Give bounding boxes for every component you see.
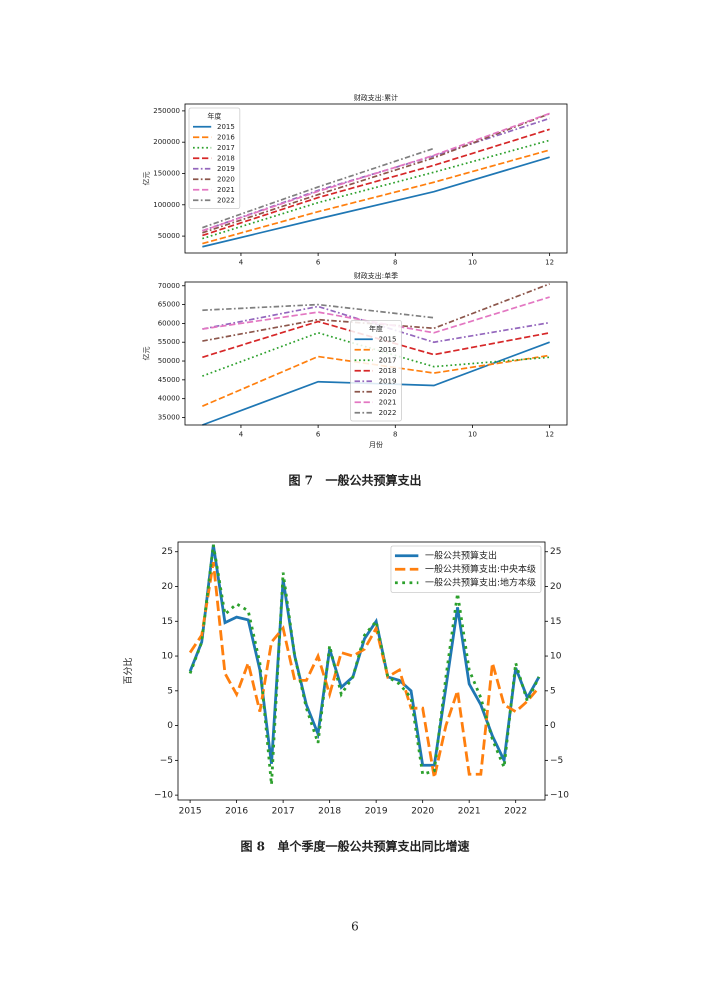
series-line xyxy=(202,128,550,237)
legend-label: 2019 xyxy=(379,377,397,385)
series-line xyxy=(188,561,541,779)
x-tick-label: 6 xyxy=(316,258,321,266)
y2-tick-label: 5 xyxy=(550,686,556,696)
chart-title: 财政支出:单季 xyxy=(354,271,398,280)
legend-label: 2022 xyxy=(217,196,235,204)
y-tick-label: 5 xyxy=(167,686,173,696)
y-tick-label: 150000 xyxy=(153,169,180,177)
legend-box xyxy=(188,107,241,209)
legend-title: 年度 xyxy=(369,324,383,333)
x-tick-label: 6 xyxy=(316,430,321,438)
y2-tick-label: 10 xyxy=(550,652,562,662)
y-tick-label: 200000 xyxy=(153,138,180,146)
series-line xyxy=(202,112,550,232)
y2-tick-label: −10 xyxy=(550,791,569,801)
y-axis-label: 亿元 xyxy=(142,172,151,186)
legend-label: 2019 xyxy=(217,165,235,173)
plot-frame xyxy=(184,103,568,254)
plot-frame xyxy=(177,541,546,801)
legend-label: 2020 xyxy=(379,388,397,396)
legend-label: 2021 xyxy=(379,398,397,406)
legend-label: 2016 xyxy=(217,133,235,141)
legend-label: 2015 xyxy=(217,123,235,131)
y-tick-label: 55000 xyxy=(158,338,180,346)
x-tick-label: 12 xyxy=(545,430,554,438)
legend: 年度 2015 2016 2017 2018 2019 2020 2021 2022 xyxy=(188,107,241,209)
y2-tick-label: 0 xyxy=(550,721,556,731)
x-tick-label: 2017 xyxy=(272,807,295,817)
legend-title: 年度 xyxy=(207,111,221,120)
x-tick-label: 2022 xyxy=(504,807,527,817)
y-tick-label: −10 xyxy=(154,791,173,801)
x-tick-label: 2021 xyxy=(458,807,481,817)
legend-box xyxy=(350,320,402,422)
series-line xyxy=(188,544,541,785)
y-tick-label: 60000 xyxy=(158,319,180,327)
series-line xyxy=(202,156,550,248)
y2-tick-label: −5 xyxy=(550,756,563,766)
y-tick-label: 100000 xyxy=(153,201,180,209)
y-tick-label: 25 xyxy=(162,547,173,557)
x-tick-label: 2015 xyxy=(179,807,202,817)
legend: 年度 2015 2016 2017 2018 2019 2020 2021 2022 xyxy=(350,320,402,422)
y2-tick-label: 25 xyxy=(550,547,561,557)
caption: 图 7 一般公共预算支出 xyxy=(288,473,421,488)
y-tick-label: −5 xyxy=(160,756,173,766)
x-tick-label: 12 xyxy=(545,258,554,266)
series-line xyxy=(202,139,550,240)
x-tick-label: 10 xyxy=(468,430,477,438)
y-tick-label: 65000 xyxy=(158,301,180,309)
series-line xyxy=(202,147,435,229)
legend-label: 一般公共预算支出:中央本级 xyxy=(425,563,536,575)
legend-box xyxy=(390,545,542,593)
caption: 图 8 单个季度一般公共预算支出同比增速 xyxy=(240,839,469,854)
chart-title: 财政支出:累计 xyxy=(354,93,398,102)
legend-label: 2017 xyxy=(379,356,397,364)
page-number: 6 xyxy=(351,920,359,934)
legend-label: 一般公共预算支出:地方本级 xyxy=(425,576,536,588)
legend-label: 2015 xyxy=(379,335,397,343)
series-line xyxy=(202,149,550,245)
plot-frame xyxy=(184,281,568,426)
x-tick-label: 8 xyxy=(393,258,397,266)
legend-label: 2018 xyxy=(379,367,397,375)
x-tick-label: 8 xyxy=(393,430,397,438)
series-line xyxy=(202,112,550,234)
y-tick-label: 0 xyxy=(167,721,173,731)
y-tick-label: 35000 xyxy=(158,413,180,421)
y-axis-label: 百分比 xyxy=(122,657,134,684)
y2-tick-label: 20 xyxy=(550,582,562,592)
legend-label: 2018 xyxy=(217,154,235,162)
y2-tick-label: 15 xyxy=(550,617,561,627)
y-tick-label: 50000 xyxy=(158,232,180,240)
y-tick-label: 45000 xyxy=(158,376,180,384)
x-tick-label: 2018 xyxy=(318,807,341,817)
x-tick-label: 4 xyxy=(239,258,244,266)
legend-label: 一般公共预算支出 xyxy=(425,549,497,561)
series-line xyxy=(188,544,541,767)
y-axis-label: 亿元 xyxy=(142,347,151,361)
y-tick-label: 20 xyxy=(162,582,174,592)
y-tick-label: 10 xyxy=(162,652,174,662)
legend-label: 2017 xyxy=(217,144,235,152)
y-tick-label: 40000 xyxy=(158,395,180,403)
legend-label: 2021 xyxy=(217,186,235,194)
legend-label: 2016 xyxy=(379,346,397,354)
x-axis-label: 月份 xyxy=(369,440,383,449)
y-tick-label: 50000 xyxy=(158,357,180,365)
x-tick-label: 2020 xyxy=(411,807,434,817)
legend-label: 2022 xyxy=(379,409,397,417)
legend-label: 2020 xyxy=(217,175,235,183)
series-line xyxy=(202,303,434,319)
x-tick-label: 4 xyxy=(239,430,244,438)
y-tick-label: 250000 xyxy=(153,107,180,115)
y-tick-label: 15 xyxy=(162,617,173,627)
x-tick-label: 2019 xyxy=(365,807,388,817)
x-tick-label: 10 xyxy=(468,258,477,266)
y-tick-label: 70000 xyxy=(158,282,180,290)
x-tick-label: 2016 xyxy=(225,807,248,817)
